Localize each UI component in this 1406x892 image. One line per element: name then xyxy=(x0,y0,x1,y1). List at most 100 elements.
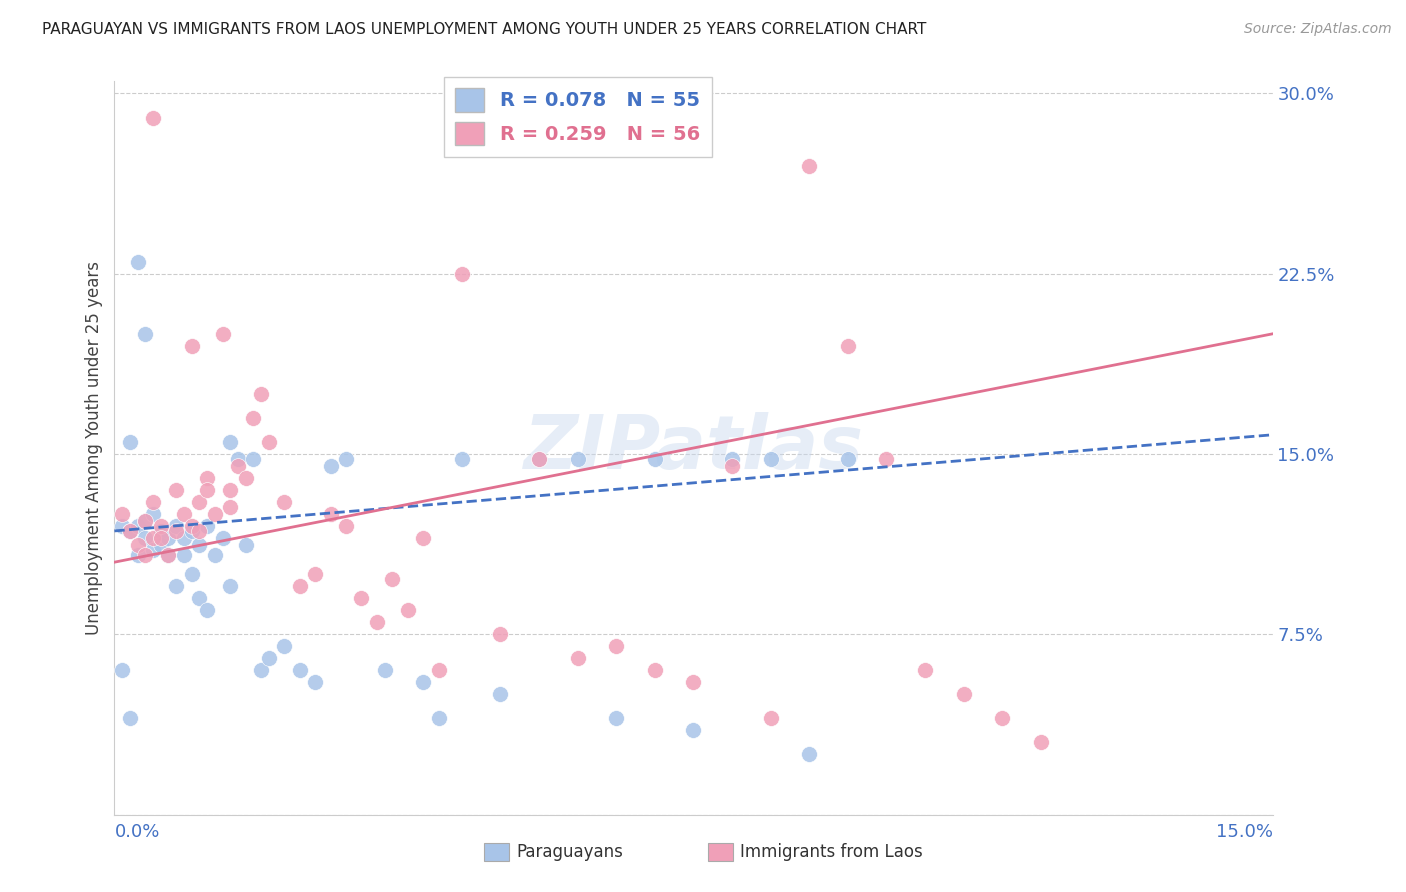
Point xyxy=(876,451,898,466)
Text: Immigrants from Laos: Immigrants from Laos xyxy=(740,843,922,861)
Point xyxy=(242,451,264,466)
Point xyxy=(257,435,280,450)
Point xyxy=(319,507,342,521)
Point xyxy=(427,664,450,678)
Point xyxy=(219,435,242,450)
Point xyxy=(111,664,134,678)
Point xyxy=(288,664,311,678)
Point xyxy=(288,579,311,593)
Point xyxy=(180,524,202,538)
Point xyxy=(799,747,821,762)
Point xyxy=(721,458,744,473)
Point xyxy=(149,531,172,545)
Point xyxy=(204,548,226,562)
Point xyxy=(180,519,202,533)
Point xyxy=(644,664,666,678)
Legend: R = 0.078   N = 55, R = 0.259   N = 56: R = 0.078 N = 55, R = 0.259 N = 56 xyxy=(443,77,711,157)
Point xyxy=(250,387,273,401)
Y-axis label: Unemployment Among Youth under 25 years: Unemployment Among Youth under 25 years xyxy=(86,261,103,635)
Point xyxy=(173,548,195,562)
Text: PARAGUAYAN VS IMMIGRANTS FROM LAOS UNEMPLOYMENT AMONG YOUTH UNDER 25 YEARS CORRE: PARAGUAYAN VS IMMIGRANTS FROM LAOS UNEMP… xyxy=(42,22,927,37)
Point xyxy=(134,531,156,545)
Point xyxy=(211,326,233,341)
Point xyxy=(952,687,974,701)
Point xyxy=(157,548,180,562)
Point xyxy=(157,548,180,562)
Point xyxy=(134,514,156,528)
Point xyxy=(682,723,704,738)
Point xyxy=(427,711,450,725)
Point xyxy=(118,524,141,538)
Point xyxy=(396,603,419,617)
Point xyxy=(489,687,512,701)
Point xyxy=(273,495,295,509)
Point xyxy=(111,519,134,533)
Point xyxy=(489,627,512,641)
Point xyxy=(335,451,357,466)
Point xyxy=(134,514,156,528)
Point xyxy=(605,711,627,725)
Point xyxy=(165,483,187,497)
Point xyxy=(381,572,404,586)
Point xyxy=(991,711,1014,725)
Point xyxy=(118,711,141,725)
Point xyxy=(142,543,165,558)
Point xyxy=(118,435,141,450)
Point xyxy=(799,159,821,173)
Point xyxy=(127,538,149,552)
Point xyxy=(226,458,249,473)
Point xyxy=(235,538,257,552)
Text: 0.0%: 0.0% xyxy=(114,823,160,841)
Point xyxy=(142,111,165,125)
Point xyxy=(1029,735,1052,749)
Point xyxy=(118,524,141,538)
Point xyxy=(165,524,187,538)
Point xyxy=(165,519,187,533)
Point xyxy=(242,411,264,425)
Point xyxy=(250,664,273,678)
Point xyxy=(450,451,472,466)
Point xyxy=(219,579,242,593)
Text: ZIPatlas: ZIPatlas xyxy=(523,411,863,484)
Point xyxy=(374,664,396,678)
Point xyxy=(204,507,226,521)
Point xyxy=(450,267,472,281)
Point xyxy=(211,531,233,545)
Point xyxy=(149,524,172,538)
Point xyxy=(188,538,211,552)
Point xyxy=(273,640,295,654)
Text: Source: ZipAtlas.com: Source: ZipAtlas.com xyxy=(1244,22,1392,37)
Point xyxy=(567,651,589,665)
Point xyxy=(759,451,782,466)
Point xyxy=(219,483,242,497)
Point xyxy=(127,519,149,533)
Text: Paraguayans: Paraguayans xyxy=(516,843,623,861)
Point xyxy=(257,651,280,665)
Point xyxy=(682,675,704,690)
Point xyxy=(235,471,257,485)
Point xyxy=(188,591,211,606)
Point xyxy=(173,507,195,521)
Point xyxy=(412,675,434,690)
Point xyxy=(180,567,202,582)
Point xyxy=(527,451,550,466)
Point xyxy=(366,615,388,630)
Point xyxy=(837,451,859,466)
Point xyxy=(644,451,666,466)
Point xyxy=(837,339,859,353)
Point xyxy=(149,519,172,533)
Point xyxy=(165,579,187,593)
Point xyxy=(173,531,195,545)
Point xyxy=(127,254,149,268)
Point xyxy=(304,675,326,690)
Point xyxy=(350,591,373,606)
Point xyxy=(149,538,172,552)
Point xyxy=(914,664,936,678)
Point xyxy=(304,567,326,582)
Point xyxy=(142,531,165,545)
Point xyxy=(219,500,242,514)
Point xyxy=(567,451,589,466)
Point xyxy=(226,451,249,466)
Point xyxy=(195,471,218,485)
Point xyxy=(134,548,156,562)
